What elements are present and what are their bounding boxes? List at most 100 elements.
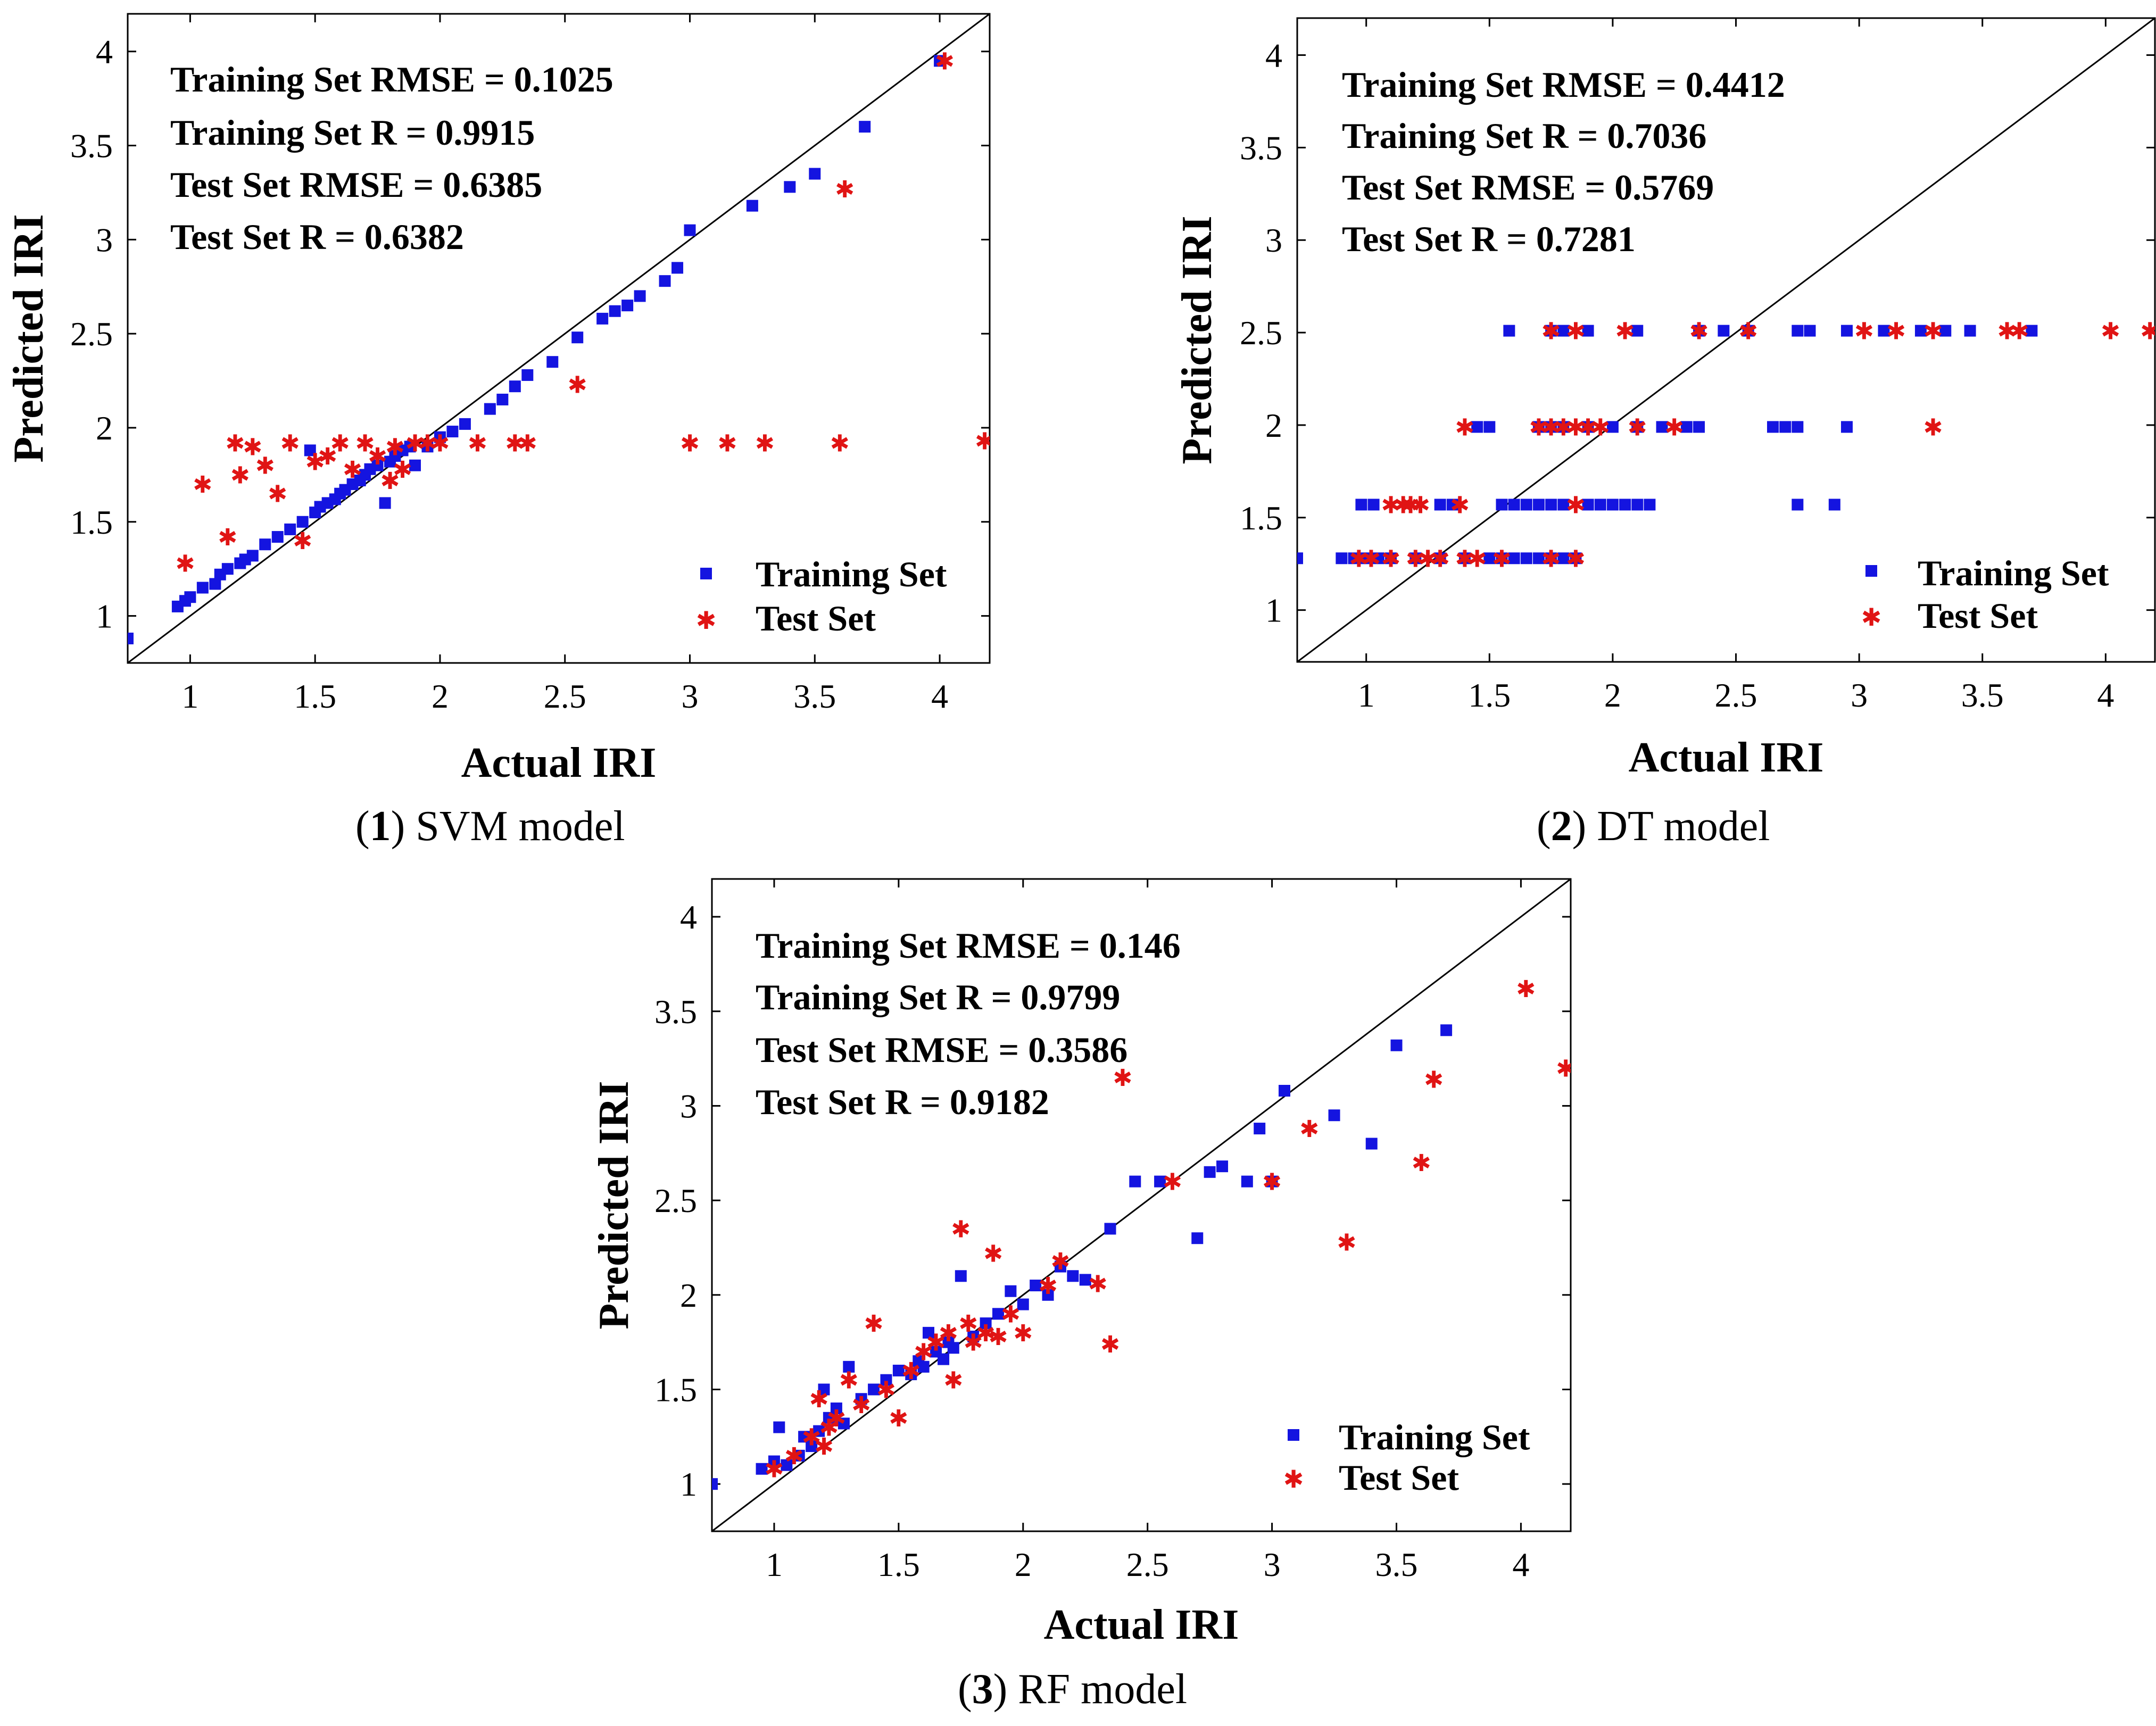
training-point (880, 1374, 892, 1386)
training-point (955, 1270, 967, 1282)
training-point (1508, 552, 1520, 565)
panel-svm: 1 1.5 2 2.5 3 3.5 411.522.533.54✱✱✱✱✱✱✱✱✱✱✱✱✱✱… (5, 13, 991, 786)
stat-train-r: Training Set R = 0.9799 (756, 977, 1120, 1017)
test-point: ✱ (1590, 414, 1610, 441)
legend-label-training: Training Set (1339, 1417, 1530, 1457)
test-point: ✱ (280, 430, 300, 457)
test-point: ✱ (1455, 545, 1475, 572)
test-point: ✱ (1886, 318, 1906, 345)
test-point: ✱ (814, 1433, 834, 1461)
training-point (459, 418, 471, 430)
training-point (1483, 552, 1496, 565)
test-point: ✱ (935, 48, 955, 75)
training-point (1348, 552, 1360, 565)
training-point (1718, 325, 1730, 337)
training-point (1606, 421, 1619, 433)
y-tick-label: 2 (96, 409, 113, 447)
training-point (1557, 421, 1570, 433)
training-point (1693, 421, 1705, 433)
training-point (271, 531, 284, 543)
training-point (1532, 499, 1545, 511)
training-point (818, 1383, 830, 1396)
training-point (1878, 325, 1890, 337)
training-point (1390, 1039, 1403, 1051)
test-point: ✱ (1088, 1271, 1108, 1298)
test-point: ✱ (1163, 1169, 1182, 1196)
x-tick-label: 1 (1358, 676, 1375, 714)
y-tick-label: 2 (1265, 406, 1282, 444)
test-point: ✱ (1554, 414, 1573, 441)
test-point: ✱ (983, 1241, 1003, 1268)
training-point (379, 497, 391, 509)
training-point (521, 369, 534, 381)
y-tick-label: 1.5 (654, 1371, 697, 1408)
legend-label-test: Test Set (1339, 1457, 1459, 1498)
test-point: ✱ (1001, 1301, 1021, 1328)
y-tick-label: 1.5 (70, 503, 113, 541)
test-point: ✱ (176, 551, 195, 578)
test-point: ✱ (943, 1367, 963, 1395)
training-point (1545, 552, 1557, 565)
test-point: ✱ (1566, 414, 1586, 441)
stat-train-rmse: Training Set RMSE = 0.146 (756, 925, 1181, 966)
stat-test-r: Test Set R = 0.9182 (756, 1082, 1049, 1122)
test-point: ✱ (1566, 545, 1586, 572)
y-tick-label: 4 (96, 33, 113, 71)
training-point (1779, 421, 1792, 433)
y-tick-label: 1 (1265, 592, 1282, 629)
training-point (1336, 552, 1348, 565)
test-point: ✱ (468, 430, 487, 457)
training-point (1532, 421, 1545, 433)
training-point (1254, 1123, 1266, 1135)
training-point (793, 1449, 805, 1462)
test-point: ✱ (964, 1330, 983, 1357)
test-point: ✱ (1689, 318, 1709, 345)
test-point: ✱ (1566, 318, 1586, 345)
training-point (221, 563, 234, 575)
x-tick-label: 1 (181, 677, 198, 715)
test-point: ✱ (318, 443, 337, 470)
stat-test-r: Test Set R = 0.6382 (170, 217, 464, 257)
x-axis-label: Actual IRI (461, 740, 657, 786)
training-point (1644, 499, 1656, 511)
test-point: ✱ (1664, 414, 1684, 441)
training-point (1656, 421, 1668, 433)
test-point: ✱ (393, 457, 412, 484)
test-point: ✱ (1362, 545, 1381, 572)
training-point (1154, 1175, 1166, 1188)
test-point: ✱ (901, 1358, 921, 1385)
training-point (773, 1421, 785, 1433)
x-tick-label: 4 (1512, 1546, 1529, 1583)
test-point: ✱ (330, 430, 350, 457)
test-point: ✱ (355, 430, 375, 457)
legend-marker-training (700, 568, 712, 579)
y-tick-label: 1 (680, 1465, 697, 1503)
training-point (1409, 552, 1422, 565)
training-point (806, 1440, 818, 1453)
training-point (1631, 325, 1644, 337)
training-point (938, 1353, 950, 1365)
test-point: ✱ (1337, 1229, 1357, 1256)
training-point (304, 444, 316, 457)
legend-label-training: Training Set (756, 554, 947, 594)
training-point (434, 431, 446, 443)
training-point (1266, 1175, 1278, 1188)
test-point: ✱ (1541, 545, 1561, 572)
x-axis-label: Actual IRI (1629, 734, 1824, 781)
training-point (1631, 421, 1644, 433)
test-point: ✱ (1299, 1116, 1319, 1143)
y-tick-label: 3.5 (654, 993, 697, 1031)
test-point: ✱ (1401, 492, 1421, 519)
test-point: ✱ (958, 1310, 978, 1338)
x-tick-label: 2 (432, 677, 449, 715)
training-point (1582, 499, 1594, 511)
test-point: ✱ (1100, 1331, 1120, 1358)
training-point (421, 441, 434, 453)
training-point (446, 426, 459, 438)
training-point (746, 200, 758, 212)
legend-marker-test: ✱ (1283, 1465, 1304, 1493)
training-point (1496, 552, 1508, 565)
